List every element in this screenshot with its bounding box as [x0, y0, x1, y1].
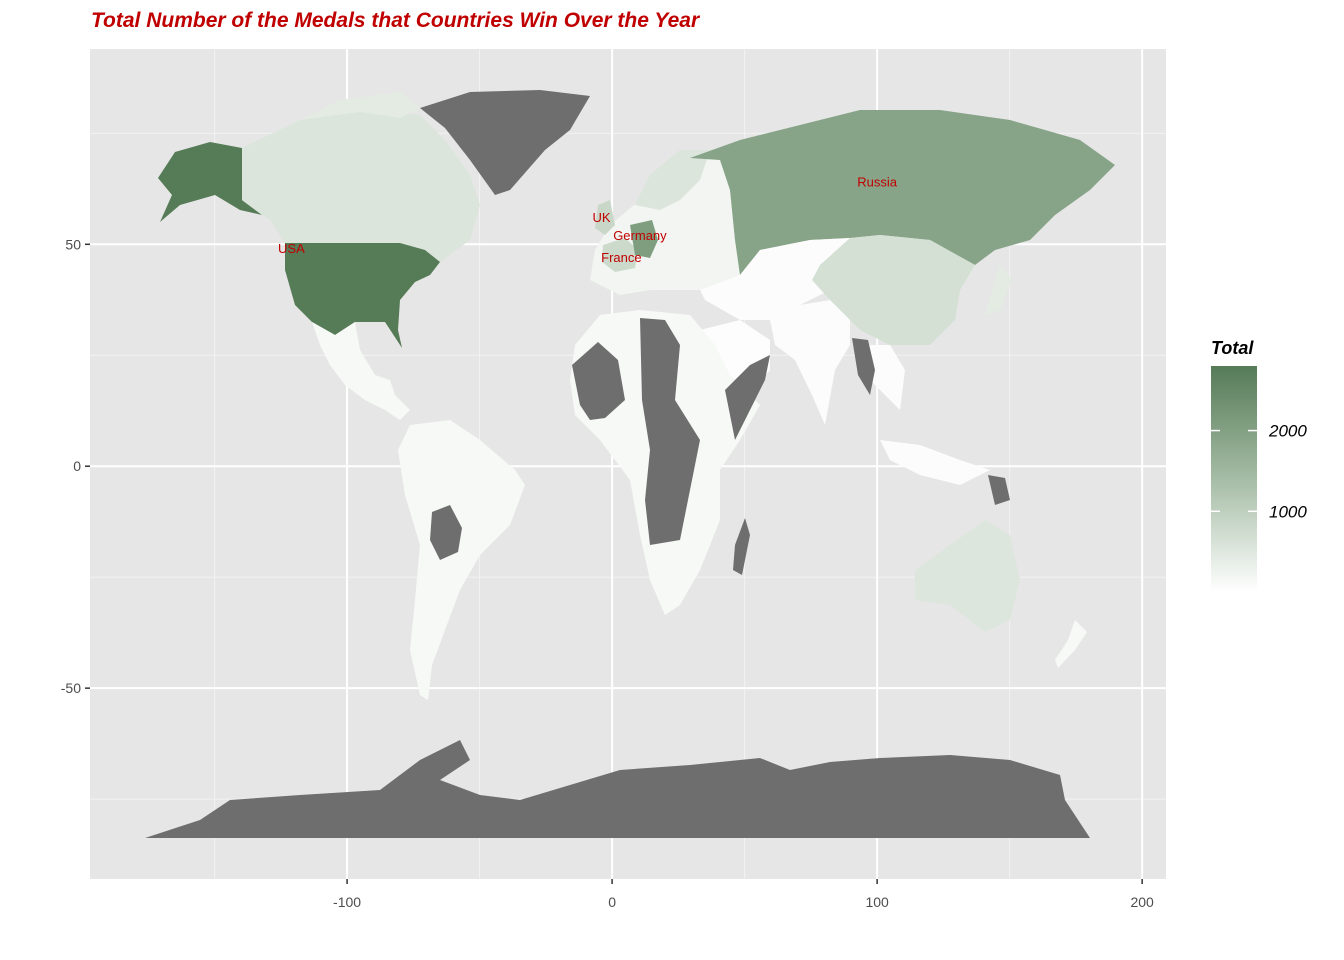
- south-america-shape: [398, 420, 525, 700]
- country-label: UK: [592, 210, 610, 225]
- papua-shape: [988, 475, 1010, 505]
- legend-ticks: 1000 2000: [1211, 422, 1307, 521]
- y-tick-label: -50: [61, 680, 81, 696]
- greenland-shape: [420, 90, 590, 195]
- france-shape: [602, 238, 638, 272]
- y-tick-label: 0: [73, 458, 81, 474]
- horn-of-africa-shape: [725, 355, 770, 440]
- usa-shape: [285, 243, 440, 348]
- mexico-shape: [312, 322, 410, 420]
- uk-shape: [595, 200, 615, 235]
- china-shape: [812, 235, 975, 345]
- madagascar-shape: [733, 518, 750, 575]
- legend-tick-label: 2000: [1268, 422, 1307, 441]
- indonesia-shape: [880, 440, 990, 485]
- legend: Total 1000 2000: [1211, 338, 1307, 592]
- germany-shape: [630, 220, 658, 258]
- axes: -100 0 100 200 -50 0 50: [61, 236, 1154, 910]
- x-tick-label: 100: [865, 894, 889, 910]
- russia-shape: [690, 110, 1115, 275]
- arctic-islands-shape: [300, 92, 420, 120]
- scandinavia-shape: [635, 150, 710, 210]
- legend-tick-label: 1000: [1269, 502, 1307, 521]
- chart-title: Total Number of the Medals that Countrie…: [91, 9, 700, 32]
- legend-title: Total: [1211, 338, 1254, 358]
- africa-no-data-central: [640, 318, 700, 545]
- central-asia-shape: [700, 238, 860, 320]
- country-label: Russia: [857, 175, 898, 190]
- africa-no-data-west: [572, 342, 625, 420]
- myanmar-shape: [852, 338, 875, 395]
- alaska-shape: [158, 142, 262, 222]
- x-tick-label: 200: [1130, 894, 1154, 910]
- australia-shape: [915, 520, 1020, 632]
- legend-colorbar: [1211, 366, 1257, 592]
- antarctica-shape: [145, 740, 1090, 838]
- country-label: Germany: [613, 228, 667, 243]
- canada-shape: [242, 108, 480, 262]
- japan-shape: [985, 265, 1012, 315]
- x-tick-label: 0: [608, 894, 616, 910]
- country-label: USA: [278, 241, 305, 256]
- bolivia-shape: [430, 505, 462, 560]
- new-zealand-shape: [1055, 620, 1087, 668]
- india-shape: [770, 300, 850, 425]
- y-tick-label: 50: [65, 236, 81, 252]
- country-label: France: [601, 250, 641, 265]
- x-tick-label: -100: [333, 894, 361, 910]
- land-layer: [145, 90, 1115, 838]
